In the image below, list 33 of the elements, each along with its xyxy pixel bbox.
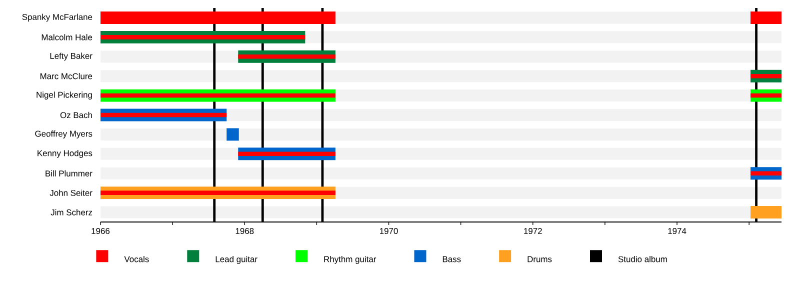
bar	[750, 206, 782, 218]
legend-label: Bass	[442, 256, 461, 262]
legend-label: Lead guitar	[216, 256, 258, 264]
legend-label: Drums	[528, 256, 552, 262]
y-tick-label: Lefty Baker	[50, 52, 92, 61]
legend-label: Rhythm guitar	[324, 256, 376, 264]
x-tick-label: 1968	[236, 228, 254, 234]
y-tick-label: Marc McClure	[40, 72, 92, 80]
bar	[750, 171, 782, 176]
bar	[100, 112, 227, 118]
bar	[238, 54, 336, 59]
legend-label: Studio album	[618, 256, 667, 262]
y-tick-label: John Seiter	[50, 190, 92, 196]
x-tick-label: 1974	[668, 228, 686, 234]
bar	[100, 190, 336, 195]
y-tick-label: Jim Scherz	[50, 209, 92, 216]
x-tick-label: 1970	[380, 228, 398, 234]
y-tick-label: Malcolm Hale	[42, 34, 92, 40]
y-tick-label: Kenny Hodges	[38, 150, 92, 158]
y-tick-label: Bill Plummer	[46, 170, 92, 176]
legend-label: Vocals	[124, 256, 149, 262]
y-tick-label: Oz Bach	[60, 112, 92, 118]
y-tick-label: Nigel Pickering	[36, 92, 92, 100]
x-tick-label: 1972	[524, 228, 542, 234]
x-tick-label: 1966	[92, 228, 110, 234]
bar	[100, 93, 336, 98]
bar	[100, 35, 306, 40]
y-tick-label: Geoffrey Myers	[35, 130, 92, 138]
y-tick-label: Spanky McFarlane	[22, 14, 92, 22]
bar	[750, 93, 782, 98]
bar	[226, 128, 239, 141]
bar	[238, 152, 336, 156]
bar	[750, 74, 782, 78]
